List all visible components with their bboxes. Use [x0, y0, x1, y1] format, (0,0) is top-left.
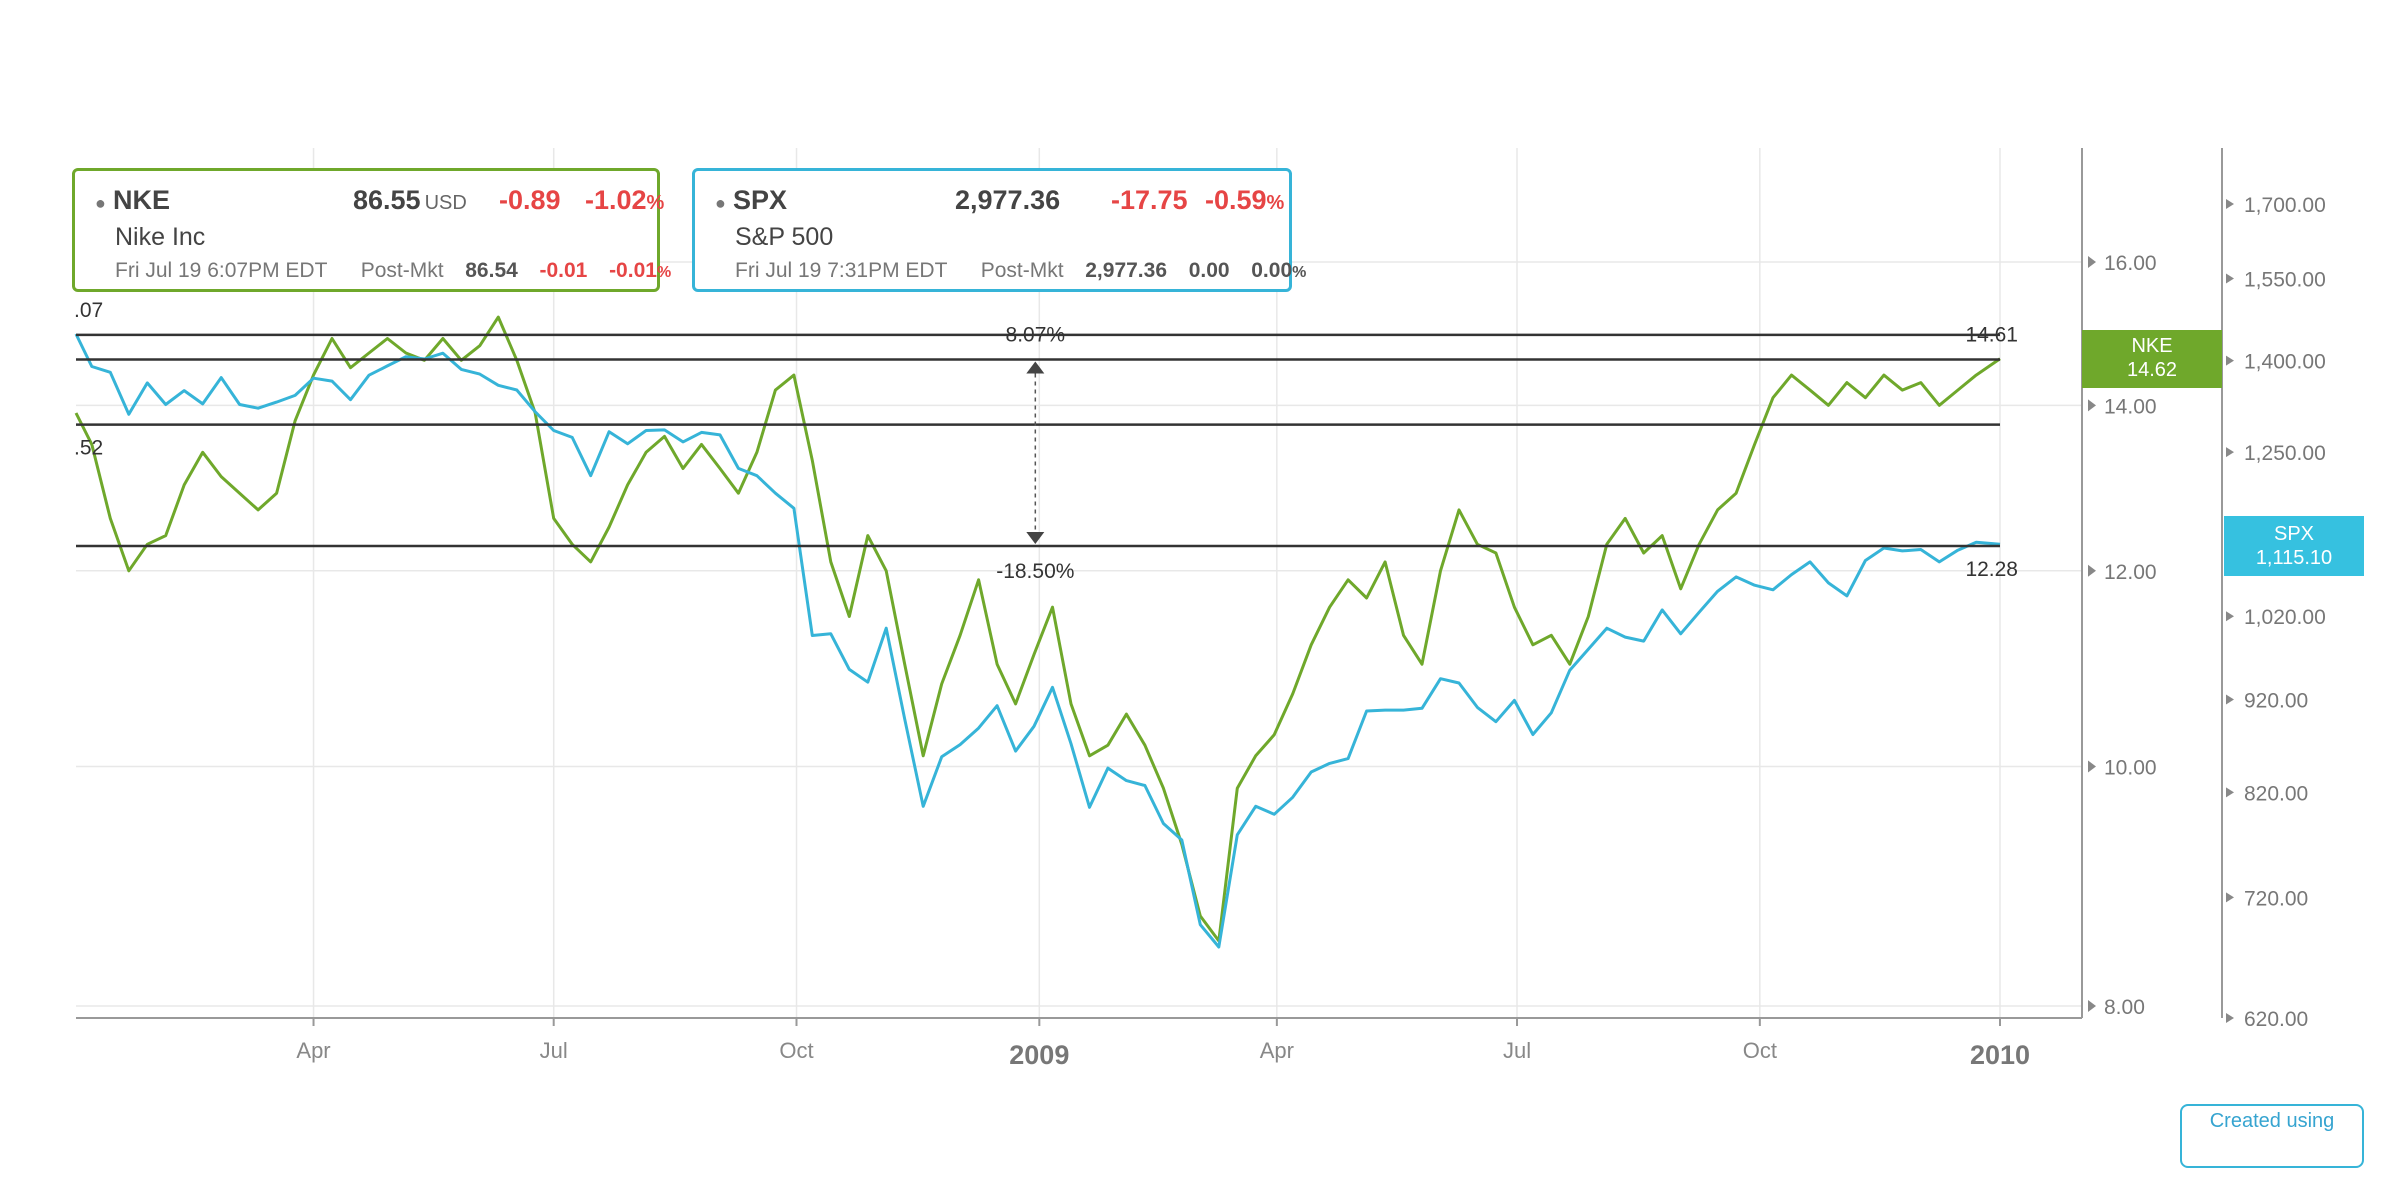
y-right-tick-label: 720.00	[2244, 887, 2308, 910]
price-text: 86.55	[353, 185, 421, 215]
percent-sign: %	[1266, 192, 1285, 214]
y-right-tick-label: 820.00	[2244, 782, 2308, 805]
x-tick-label: Oct	[1743, 1038, 1777, 1063]
percent-sign: %	[1292, 264, 1307, 281]
y-left-tick-label: 12.00	[2104, 561, 2157, 584]
y-right-tick-label: 1,020.00	[2244, 606, 2326, 629]
y-right-tick-mark	[2226, 892, 2234, 903]
quote-card-header: ● NKE 86.55 USD -0.89 -1.02%	[95, 185, 664, 221]
change-percent: -0.59%	[1205, 185, 1284, 216]
tag-symbol: NKE	[2131, 335, 2173, 357]
percent-sign: %	[656, 264, 672, 281]
y-right-tick-label: 1,550.00	[2244, 269, 2326, 292]
quote-card-header: ● SPX 2,977.36 -17.75 -0.59%	[715, 185, 1284, 221]
tag-value: 14.62	[2126, 359, 2178, 381]
series-line-nke	[74, 315, 2001, 943]
y-left-tick-mark	[2088, 564, 2096, 577]
quote-card-nke[interactable]: ● NKE 86.55 USD -0.89 -1.02% Nike Inc Fri…	[72, 168, 671, 292]
post-market-price: 86.54	[465, 259, 518, 282]
post-market-price: 2,977.36	[1085, 259, 1167, 282]
y-right-tick-mark	[2226, 1013, 2234, 1023]
x-tick-label: 2010	[1970, 1040, 2030, 1070]
post-market-label: Post-Mkt	[360, 259, 444, 282]
measure-arrow-up-icon	[1026, 361, 1045, 374]
y-left-tick-mark	[2088, 760, 2096, 773]
symbol-label: SPX	[733, 185, 788, 215]
change-value: -17.75	[1111, 185, 1188, 215]
y-right-tick-label: 620.00	[2244, 1008, 2308, 1031]
post-market-change: 0.00	[1188, 259, 1230, 282]
measure-up-label: 8.07%	[1006, 324, 1066, 347]
y-right-tick-mark	[2226, 355, 2234, 366]
y-right-tick-mark	[2226, 447, 2234, 458]
y-right-tick-mark	[2226, 273, 2234, 284]
created-using-button[interactable]: Created using	[2180, 1104, 2364, 1168]
tag-value: 1,115.10	[2255, 547, 2333, 569]
post-market-percent: 0.00%	[1251, 259, 1306, 282]
series-line-spx	[74, 333, 2001, 949]
y-left-tick-label: 10.00	[2104, 756, 2157, 779]
measure-arrow-down-icon	[1026, 532, 1045, 545]
x-tick-label: 2009	[1009, 1040, 1069, 1070]
y-left-tick-mark	[2088, 399, 2096, 412]
tag-symbol: SPX	[2273, 523, 2315, 545]
post-market-percent-value: -0.01	[609, 259, 657, 282]
change-value: -0.89	[499, 185, 561, 215]
y-left-tick-mark	[2088, 256, 2096, 268]
y-right-tick-mark	[2226, 787, 2234, 798]
y-right-tick-label: 1,400.00	[2244, 351, 2326, 374]
level-label: 14.61	[1965, 324, 2018, 347]
post-market-percent-value: 0.00	[1251, 259, 1293, 282]
y-left-tick-label: 14.00	[2104, 395, 2157, 418]
y-left-tick-label: 8.00	[2104, 996, 2145, 1019]
y-right-tick-mark	[2226, 694, 2234, 705]
post-market-percent: -0.01%	[609, 259, 671, 282]
x-tick-label: Jul	[540, 1038, 568, 1063]
x-tick-label: Apr	[296, 1038, 330, 1063]
y-left-tick-mark	[2088, 1000, 2096, 1012]
x-tick-label: Jul	[1503, 1038, 1531, 1063]
quote-time: Fri Jul 19 6:07PM EDT	[115, 259, 328, 282]
level-label: 12.28	[1965, 558, 2018, 581]
quote-card-spx[interactable]: ● SPX 2,977.36 -17.75 -0.59% S&P 500 Fri…	[692, 168, 1306, 292]
last-value-tag-spx: SPX 1,115.10	[2224, 516, 2364, 576]
index-name: S&P 500	[735, 223, 834, 251]
company-name: Nike Inc	[115, 223, 206, 251]
change-percent-value: -0.59	[1205, 185, 1267, 215]
measure-down-label: -18.50%	[996, 560, 1074, 583]
price-value: 2,977.36	[955, 185, 1064, 216]
y-right-tick-mark	[2226, 199, 2234, 209]
change-percent-value: -1.02	[585, 185, 647, 215]
price-value: 86.55 USD	[353, 185, 467, 216]
price-text: 2,977.36	[955, 185, 1061, 215]
level-edge-label: .52	[74, 437, 103, 460]
x-tick-label: Apr	[1260, 1038, 1294, 1063]
level-edge-label: .07	[74, 299, 103, 322]
bullet-icon: ●	[95, 193, 106, 213]
last-value-tag-nke: NKE 14.62	[2082, 330, 2222, 388]
bullet-icon: ●	[715, 193, 726, 213]
post-market-label: Post-Mkt	[980, 259, 1064, 282]
y-right-tick-label: 1,700.00	[2244, 194, 2326, 217]
post-market-change: -0.01	[539, 259, 588, 282]
change-percent: -1.02%	[585, 185, 664, 216]
quote-time: Fri Jul 19 7:31PM EDT	[735, 259, 948, 282]
y-right-tick-label: 1,250.00	[2244, 442, 2326, 465]
post-market-row: Fri Jul 19 7:31PM EDT Post-Mkt 2,977.36 …	[735, 259, 1306, 283]
symbol-label: NKE	[113, 185, 171, 215]
x-tick-label: Oct	[779, 1038, 813, 1063]
currency-unit: USD	[424, 192, 467, 214]
y-right-tick-mark	[2226, 611, 2234, 622]
y-right-tick-label: 920.00	[2244, 690, 2308, 713]
post-market-row: Fri Jul 19 6:07PM EDT Post-Mkt 86.54 -0.…	[115, 259, 671, 283]
percent-sign: %	[646, 192, 665, 214]
y-left-tick-label: 16.00	[2104, 252, 2157, 275]
